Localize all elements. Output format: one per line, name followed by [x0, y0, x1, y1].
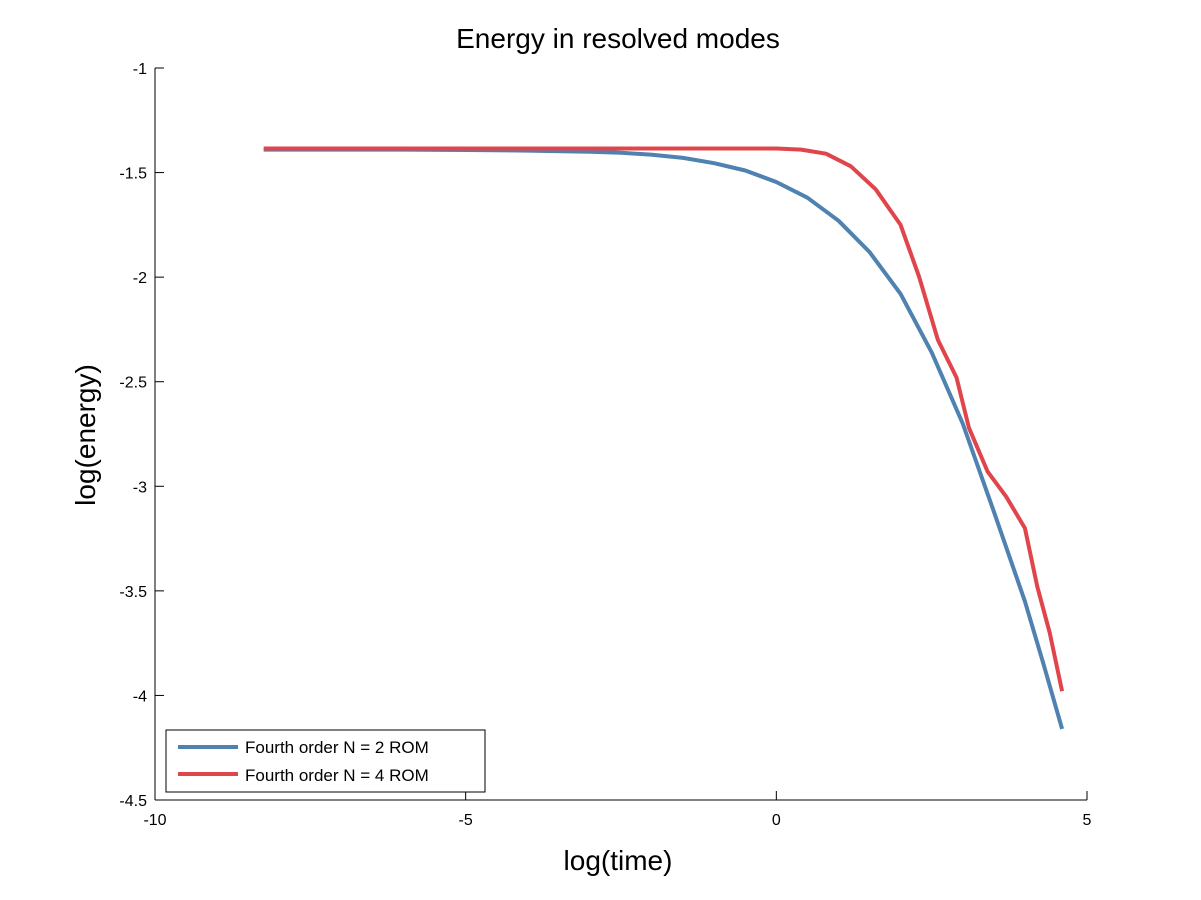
series-line-1 — [263, 146, 1065, 692]
x-tick-label: 5 — [1083, 812, 1092, 829]
chart-title: Energy in resolved modes — [456, 23, 780, 54]
legend: Fourth order N = 2 ROM Fourth order N = … — [165, 729, 486, 793]
axes: -10 -5 0 5 -4.5 -4 -3.5 -3 -2.5 -2 -1.5 -1 — [119, 61, 1091, 829]
y-axis-label: log(energy) — [70, 364, 101, 506]
y-tick-label: -4.5 — [119, 793, 147, 810]
x-tick-label: -10 — [143, 812, 166, 829]
y-tick-label: -3.5 — [119, 584, 147, 601]
plot-series — [263, 146, 1065, 730]
legend-label-n2: Fourth order N = 2 ROM — [245, 738, 429, 757]
y-tick-label: -3 — [133, 479, 147, 496]
series-line-0 — [263, 147, 1065, 730]
legend-label-n4: Fourth order N = 4 ROM — [245, 766, 429, 785]
y-tick-label: -1 — [133, 61, 147, 78]
y-tick-label: -2 — [133, 270, 147, 287]
legend-box — [165, 729, 486, 793]
x-axis-label: log(time) — [564, 845, 673, 876]
y-tick-label: -1.5 — [119, 166, 147, 183]
x-tick-label: -5 — [459, 812, 473, 829]
y-tick-label: -2.5 — [119, 375, 147, 392]
x-tick-label: 0 — [772, 812, 781, 829]
y-tick-label: -4 — [133, 688, 147, 705]
